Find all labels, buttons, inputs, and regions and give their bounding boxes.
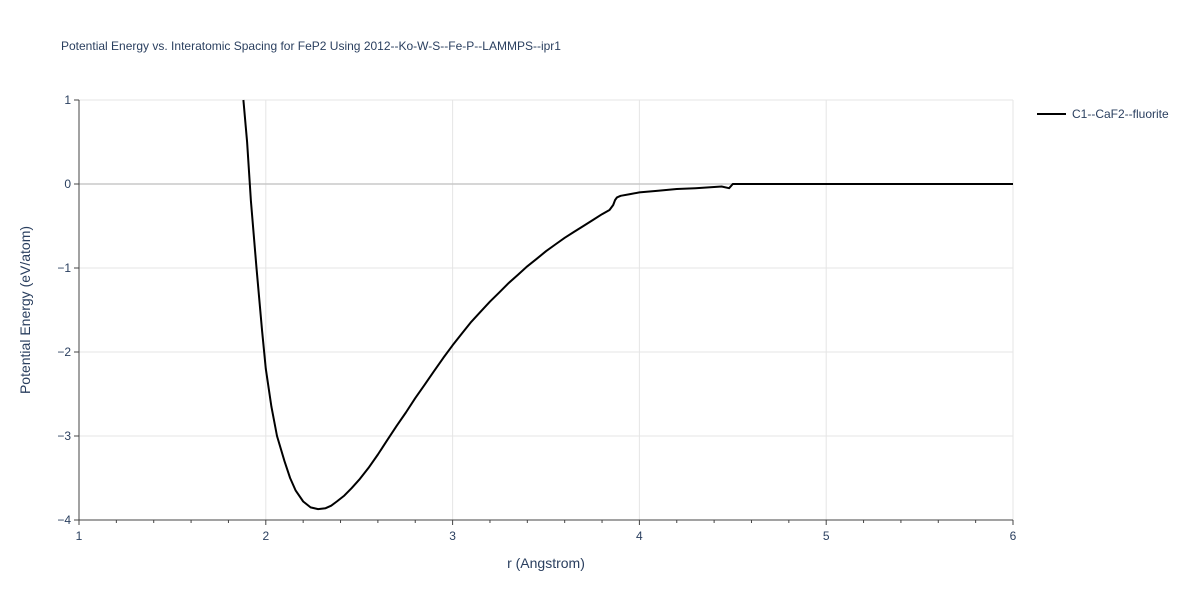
legend[interactable]: C1--CaF2--fluorite [1037,107,1169,121]
x-tick-label: 3 [449,529,456,543]
y-tick-label: −1 [57,261,71,275]
x-tick-label: 6 [1010,529,1017,543]
y-tick-label: −2 [57,345,71,359]
x-tick-label: 1 [76,529,83,543]
axes [78,100,1013,521]
legend-label[interactable]: C1--CaF2--fluorite [1072,107,1169,121]
tick-labels: 1 2 3 4 5 6 1 0 −1 −2 −3 −4 [57,93,1016,543]
x-tick-label: 4 [636,529,643,543]
series-line [242,99,1013,511]
chart-title: Potential Energy vs. Interatomic Spacing… [61,39,561,53]
x-tick-label: 5 [823,529,830,543]
y-tick-label: 1 [64,93,71,107]
y-tick-label: −3 [57,429,71,443]
x-axis-title: r (Angstrom) [507,555,585,571]
y-tick-label: −4 [57,513,71,527]
plot-area [242,99,1013,511]
y-tick-label: 0 [64,177,71,191]
x-tick-label: 2 [262,529,269,543]
grid [79,99,1014,520]
y-axis-title: Potential Energy (eV/atom) [17,226,33,394]
